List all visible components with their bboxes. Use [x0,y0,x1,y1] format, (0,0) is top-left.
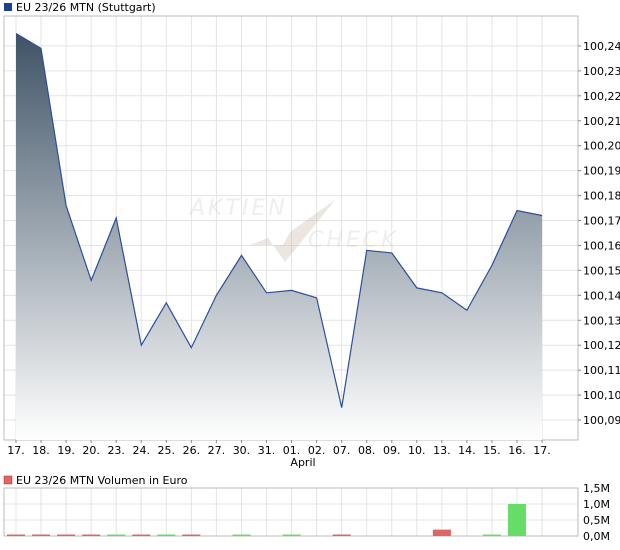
price-x-tick-label: 17. [533,444,551,457]
volume-bar [233,535,251,537]
volume-bar [7,535,25,537]
volume-y-tick-label: 1,0M [583,498,610,511]
price-x-tick-label: 20. [82,444,100,457]
volume-bar [182,535,200,537]
price-y-tick-label: 100,21 [583,115,620,128]
price-area-layer [16,33,542,440]
volume-bar [483,535,501,537]
volume-bar [132,535,150,537]
price-x-tick-label: 30. [233,444,251,457]
price-y-tick-label: 100,20 [583,140,620,153]
price-chart-title: EU 23/26 MTN (Stuttgart) [16,1,156,14]
price-y-tick-label: 100,23 [583,65,620,78]
price-area-fill [16,34,542,441]
watermark-line1: AKTIEN [188,196,288,221]
volume-bar [82,535,100,537]
price-x-tick-label: 31. [258,444,276,457]
price-x-tick-label: 17. [7,444,25,457]
price-x-tick-label: 23. [107,444,125,457]
price-x-tick-label: 08. [358,444,376,457]
price-x-tick-label: 07. [333,444,351,457]
volume-bar [57,535,75,537]
price-y-tick-label: 100,22 [583,90,620,103]
month-label: April [290,456,315,469]
price-legend-swatch [4,3,12,11]
price-x-tick-label: 18. [32,444,50,457]
watermark-line2: CHECK [308,228,399,253]
price-x-tick-label: 09. [383,444,401,457]
price-x-tick-label: 13. [433,444,451,457]
price-y-tick-label: 100,16 [583,239,620,252]
price-x-tick-label: 10. [408,444,426,457]
price-y-tick-label: 100,15 [583,264,620,277]
volume-bar [107,535,125,537]
price-y-tick-label: 100,18 [583,190,620,203]
price-x-tick-label: 16. [508,444,526,457]
price-y-tick-label: 100,17 [583,215,620,228]
volume-bar [32,535,50,537]
volume-grid [4,488,578,536]
price-x-tick-label: 24. [133,444,151,457]
price-y-tick-label: 100,19 [583,165,620,178]
volume-bar [508,504,526,536]
volume-y-tick-label: 1,5M [583,482,610,495]
price-x-tick-label: 27. [208,444,226,457]
price-y-tick-label: 100,11 [583,364,620,377]
price-y-ticks: 100,09 100,10 100,11 100,12 100,13 100,14 100,… [578,40,620,427]
volume-bar [333,535,351,537]
volume-y-ticks: 0,0M 0,5M 1,0M 1,5M [583,482,610,543]
volume-chart-title: EU 23/26 MTN Volumen in Euro [16,474,188,487]
volume-legend-swatch [4,476,12,484]
price-x-ticks: 17.18.19.20.23.24.25.26.27.30.31.01.02.0… [7,440,551,457]
volume-y-tick-label: 0,5M [583,514,610,527]
volume-y-tick-label: 0,0M [583,530,610,543]
volume-bar [157,535,175,537]
price-y-tick-label: 100,09 [583,414,620,427]
price-x-tick-label: 25. [158,444,176,457]
volume-bar [433,530,451,536]
price-y-tick-label: 100,10 [583,389,620,402]
price-x-tick-label: 19. [57,444,75,457]
price-x-tick-label: 15. [483,444,501,457]
price-x-tick-label: 26. [183,444,201,457]
price-y-tick-label: 100,24 [583,40,620,53]
price-y-tick-label: 100,13 [583,314,620,327]
price-y-tick-label: 100,14 [583,289,620,302]
price-x-tick-label: 14. [458,444,476,457]
price-y-tick-label: 100,12 [583,339,620,352]
volume-bar [283,535,301,537]
